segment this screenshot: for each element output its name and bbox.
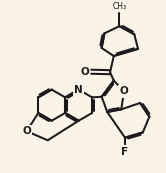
Text: F: F bbox=[121, 147, 128, 157]
Text: CH₃: CH₃ bbox=[112, 2, 126, 11]
Text: N: N bbox=[74, 85, 83, 95]
Text: O: O bbox=[22, 126, 31, 136]
Text: O: O bbox=[80, 67, 89, 77]
Text: O: O bbox=[120, 86, 128, 96]
